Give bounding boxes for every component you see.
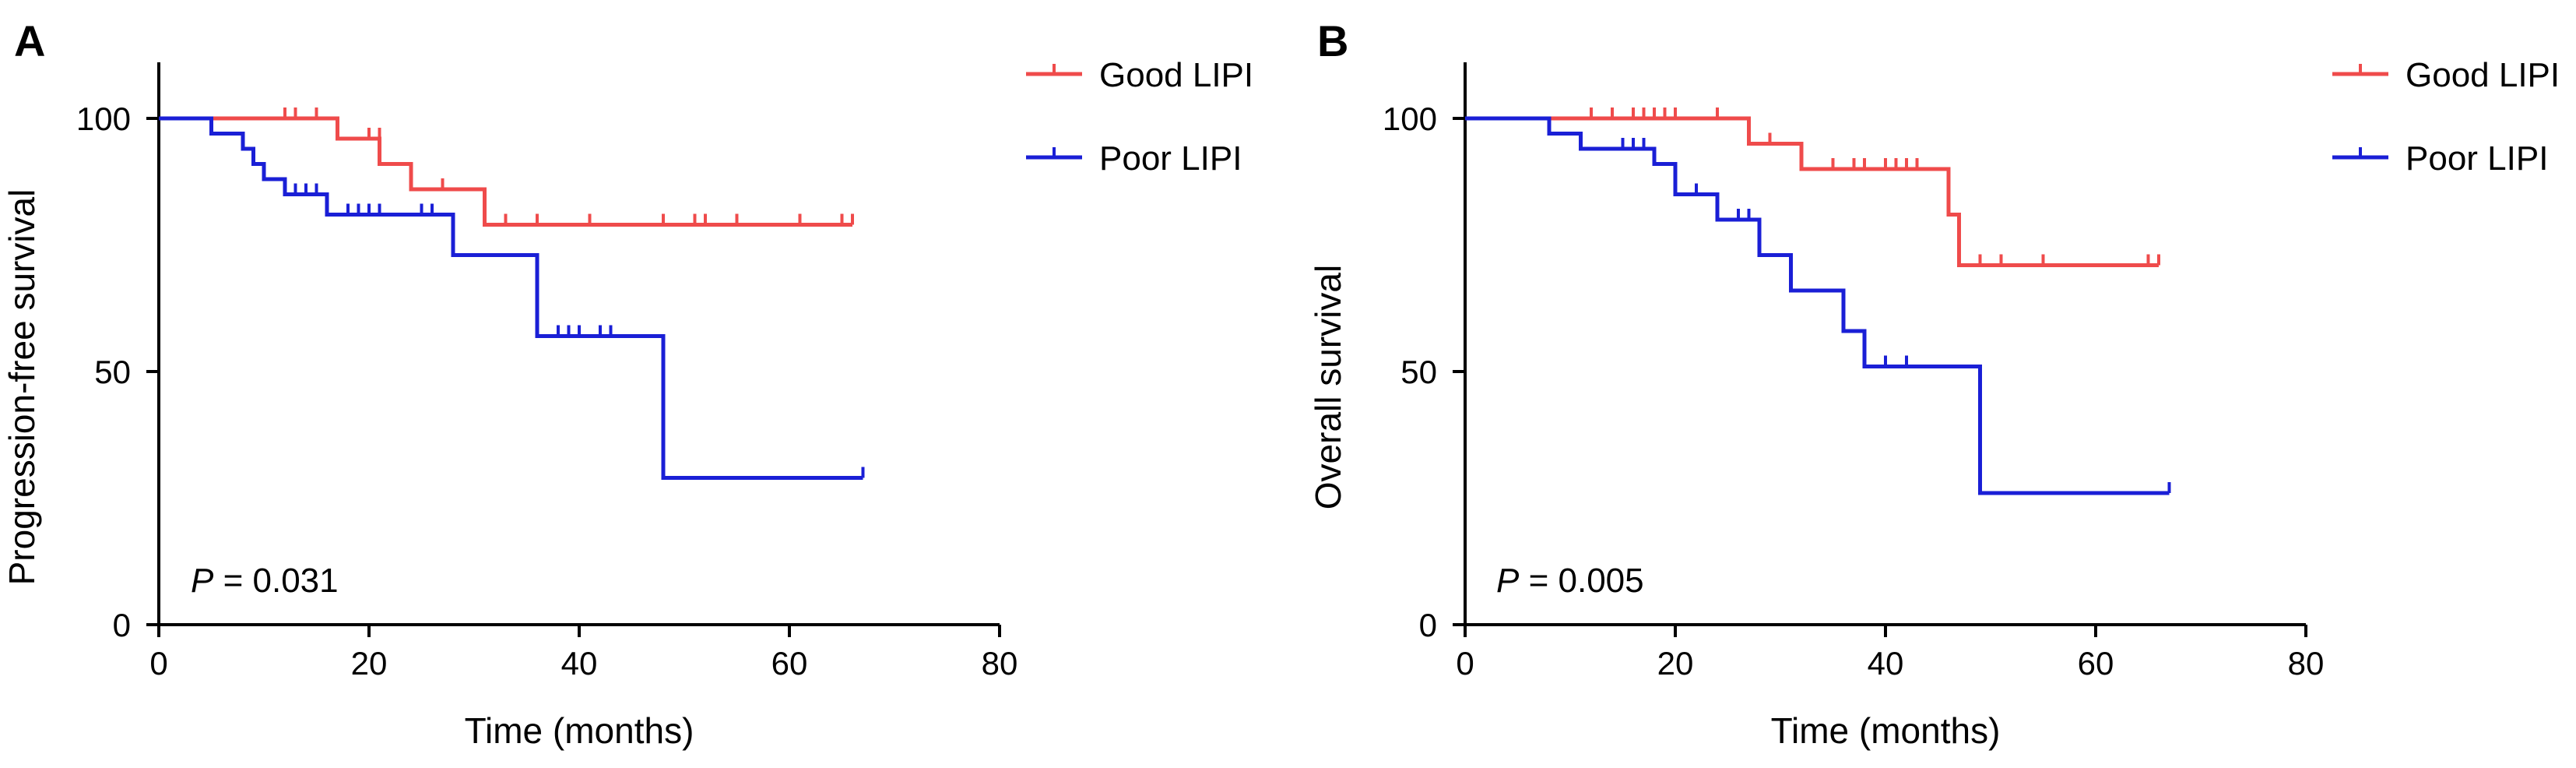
x-tick-label: 80 [982, 645, 1018, 682]
p-value-text: = 0.031 [213, 562, 338, 600]
x-tick-label: 40 [1868, 645, 1904, 682]
x-tick-label: 20 [351, 645, 388, 682]
series-poor-lipi [159, 116, 865, 480]
series-good-lipi [159, 107, 854, 227]
panel-letter: B [1317, 16, 1348, 65]
y-tick-label: 0 [1419, 607, 1437, 643]
x-axis-title: Time (months) [465, 710, 694, 751]
survival-curve-poor-lipi [1465, 116, 2170, 495]
y-tick-label: 100 [76, 100, 131, 137]
x-tick-label: 0 [149, 645, 167, 682]
y-axis-title: Progression-free survival [2, 189, 42, 586]
x-axis-title: Time (months) [1771, 710, 2001, 751]
legend-label-good-lipi: Good LIPI [1099, 56, 1253, 94]
p-value-symbol: P [191, 562, 214, 600]
p-value-text: = 0.005 [1519, 562, 1643, 600]
panel-a: A 0 20 40 60 80 0 50 100 Time (months) Progression… [2, 16, 1253, 751]
y-axis-title: Overall survival [1308, 265, 1348, 509]
p-value: P = 0.005 [1496, 562, 1644, 600]
series-good-lipi [1465, 107, 2160, 267]
survival-curve-poor-lipi [159, 116, 863, 480]
p-value-symbol: P [1496, 562, 1520, 600]
survival-curve-good-lipi [159, 116, 852, 227]
series-poor-lipi [1465, 116, 2171, 495]
legend-label-poor-lipi: Poor LIPI [2406, 139, 2548, 178]
x-tick-label: 60 [2078, 645, 2114, 682]
x-tick-label: 40 [561, 645, 598, 682]
x-tick-label: 80 [2288, 645, 2325, 682]
x-tick-label: 20 [1657, 645, 1694, 682]
x-tick-label: 0 [1456, 645, 1474, 682]
x-tick-label: 60 [771, 645, 808, 682]
panel-b: B 0 20 40 60 80 0 50 100 Time (months) Overall sur… [1308, 16, 2560, 751]
panel-letter: A [14, 16, 45, 65]
y-tick-label: 50 [94, 354, 131, 390]
survival-curve-good-lipi [1465, 116, 2159, 267]
y-tick-label: 0 [113, 607, 131, 643]
y-tick-label: 100 [1383, 100, 1437, 137]
y-tick-label: 50 [1400, 354, 1437, 390]
legend-label-poor-lipi: Poor LIPI [1099, 139, 1242, 178]
legend-label-good-lipi: Good LIPI [2406, 56, 2560, 94]
p-value: P = 0.031 [191, 562, 339, 600]
